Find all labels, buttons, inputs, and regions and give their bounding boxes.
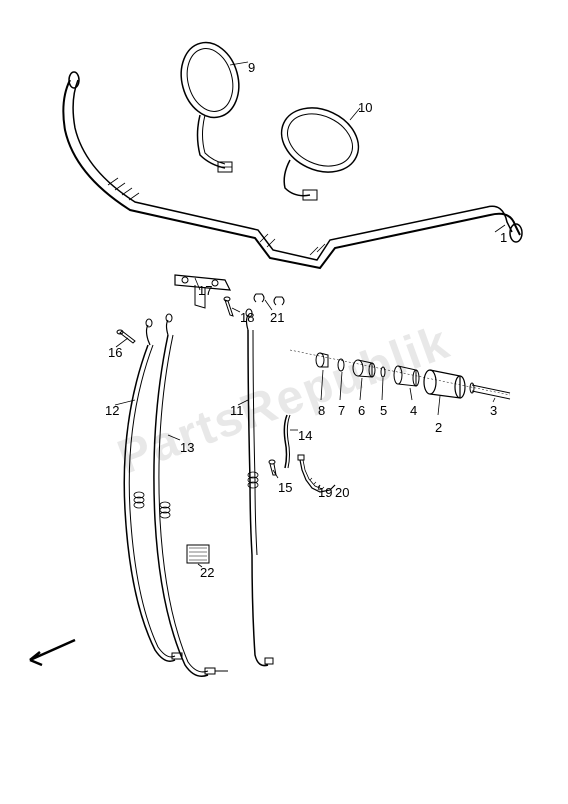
callout-number-15: 15 (278, 480, 292, 495)
callout-number-19: 19 (318, 485, 332, 500)
callout-number-5: 5 (380, 403, 387, 418)
callout-number-22: 22 (200, 565, 214, 580)
callout-number-4: 4 (410, 403, 417, 418)
callout-number-3: 3 (490, 403, 497, 418)
callout-number-13: 13 (180, 440, 194, 455)
callout-number-6: 6 (358, 403, 365, 418)
callout-number-16: 16 (108, 345, 122, 360)
exploded-view-diagram (0, 0, 568, 799)
callout-number-8: 8 (318, 403, 325, 418)
callout-number-11: 11 (230, 403, 244, 418)
callout-number-17: 17 (198, 283, 212, 298)
callout-number-14: 14 (298, 428, 312, 443)
callout-number-2: 2 (435, 420, 442, 435)
callout-number-12: 12 (105, 403, 119, 418)
callout-number-7: 7 (338, 403, 345, 418)
callout-number-21: 21 (270, 310, 284, 325)
callout-number-9: 9 (248, 60, 255, 75)
callout-number-20: 20 (335, 485, 349, 500)
callout-number-18: 18 (240, 310, 254, 325)
callout-number-10: 10 (358, 100, 372, 115)
callout-number-1: 1 (500, 230, 507, 245)
